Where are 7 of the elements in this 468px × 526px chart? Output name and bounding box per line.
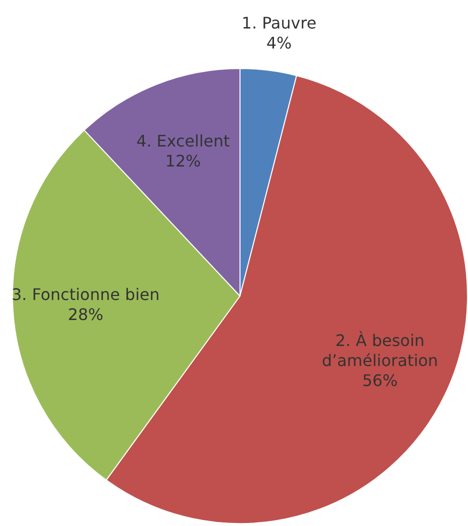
slice-label: 1. Pauvre: [242, 14, 316, 33]
data-label: 12%: [165, 151, 201, 170]
data-label: 28%: [68, 304, 104, 324]
data-label: 56%: [362, 371, 398, 390]
slice-label: 4. Excellent: [136, 131, 230, 150]
data-label: 4%: [266, 34, 292, 53]
slice-label: 2. À besoin d’amélioration: [322, 331, 438, 370]
